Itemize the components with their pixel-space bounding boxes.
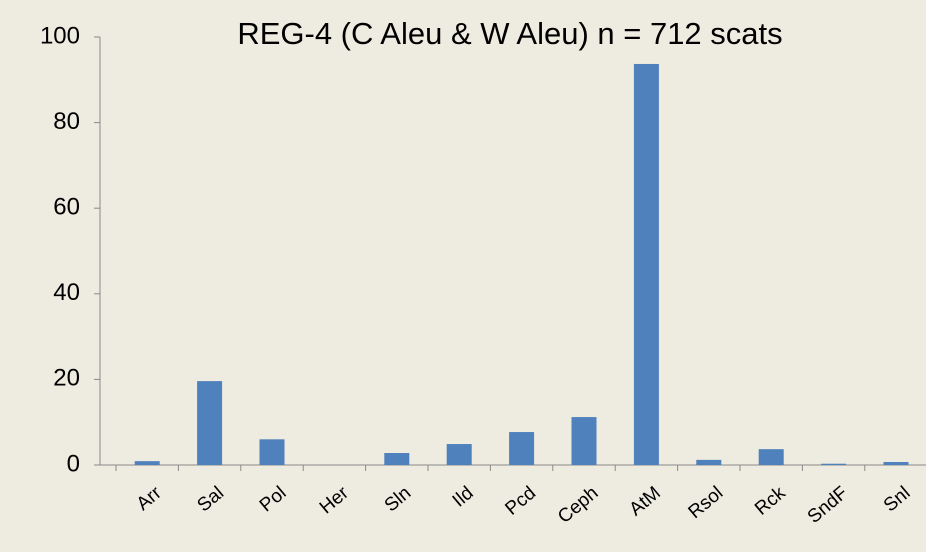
y-tick-label: 40 (53, 279, 80, 306)
bar (134, 461, 160, 465)
bar (197, 381, 223, 465)
bar (821, 463, 847, 465)
y-tick-label: 20 (53, 365, 80, 392)
bar (696, 459, 722, 465)
y-tick-label: 60 (53, 194, 80, 221)
y-tick-label: 80 (53, 108, 80, 135)
bar (571, 417, 597, 465)
y-tick-label: 0 (67, 450, 80, 477)
bar (259, 439, 285, 465)
bar (633, 63, 659, 466)
bar (384, 453, 410, 465)
bar (883, 462, 909, 465)
chart-title: REG-4 (C Aleu & W Aleu) n = 712 scats (237, 16, 782, 51)
bar (509, 432, 535, 465)
y-tick-label: 100 (40, 22, 80, 49)
bar (758, 449, 784, 465)
bar (446, 444, 472, 465)
